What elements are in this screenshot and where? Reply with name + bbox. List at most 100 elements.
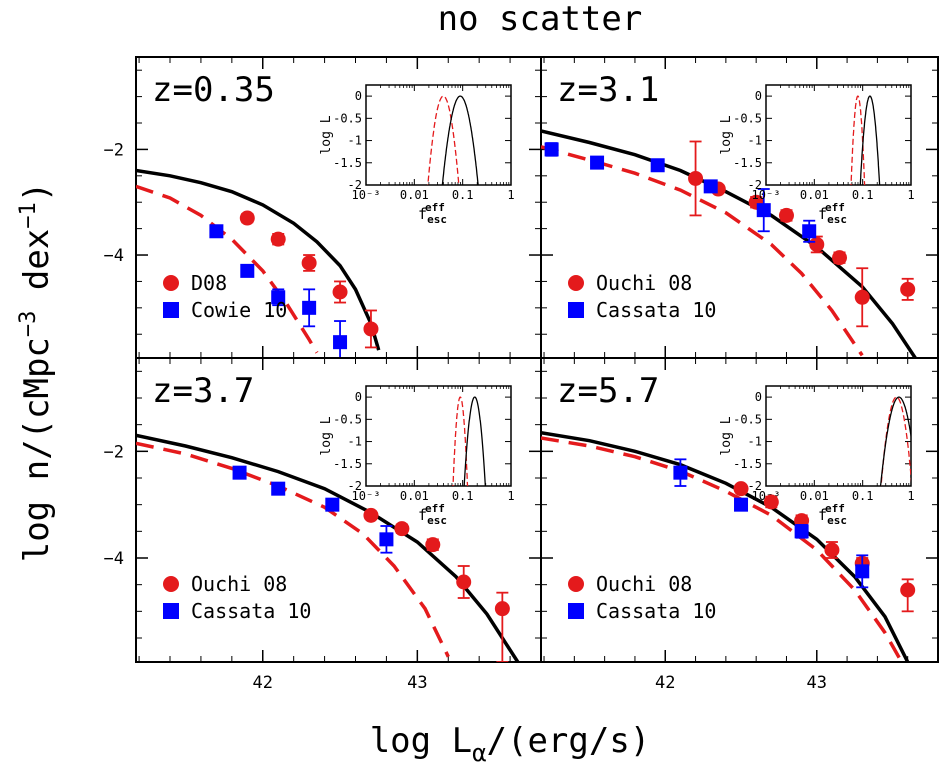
inset-frame — [365, 84, 512, 186]
inset-y-tick-label: -1.5 — [733, 156, 762, 170]
y-tick-label: −2 — [104, 140, 124, 160]
data-point-square — [325, 497, 340, 512]
inset-plot-area — [850, 95, 881, 185]
inset-x-label: fesceff — [818, 201, 847, 226]
data-point-square — [333, 335, 348, 350]
legend-marker-square — [568, 302, 584, 318]
model-curve — [541, 430, 910, 662]
inset-x-label-main: f — [418, 506, 427, 524]
inset: 10⁻³ 0.01 0.1 1 0 -0.5 -1 -1.5 -2 log L fesceff — [319, 84, 515, 226]
inset-y-label: log L — [719, 115, 734, 154]
panel-z-3-7: 42 43 −2 −4 z=3.7 Ouchi 08 Cassata 10 10⁻³ 0.01 0… — [104, 357, 542, 693]
data-point-square — [271, 481, 286, 496]
inset-x-label-main: f — [818, 205, 827, 223]
inset-x-label-sup: eff — [825, 201, 845, 214]
y-tick-label: −2 — [104, 442, 124, 462]
inset-x-label-sub: esc — [427, 213, 447, 226]
x-tick-label: 42 — [253, 673, 273, 693]
y-axis-label-mid: dex — [17, 229, 57, 311]
inset-x-label-sub: esc — [827, 514, 847, 527]
panel-z-0-35: −2 −4 z=0.35 D08 Cowie 10 10⁻³ 0.01 0.1 1 0 -0.5 -1… — [104, 56, 542, 359]
dashed-model-curve — [136, 441, 450, 658]
data-point-square — [209, 224, 224, 239]
inset-x-label-sup: eff — [825, 502, 845, 515]
inset-y-tick-label: 0 — [355, 390, 362, 404]
inset-y-tick-label: -0.5 — [333, 111, 362, 125]
legend-marker-circle — [163, 275, 179, 291]
x-axis-label-tail: /(erg/s) — [487, 721, 651, 761]
dashed-model-curve — [136, 184, 319, 354]
inset-x-label-main: f — [418, 205, 427, 223]
legend-label: Ouchi 08 — [596, 271, 692, 295]
data-point-circle — [832, 250, 848, 266]
inset-y-tick-label: -1 — [748, 435, 762, 449]
data-point-square — [232, 465, 247, 480]
data-point-square — [379, 532, 394, 547]
plot-area — [541, 129, 917, 358]
panel-frame — [540, 357, 939, 663]
data-point-circle — [778, 207, 794, 223]
legend-label: Cassata 10 — [596, 599, 716, 623]
inset-x-tick-label: 10⁻³ — [352, 188, 381, 202]
legend-marker-circle — [568, 576, 584, 592]
x-axis-label-main: log L — [370, 721, 472, 761]
data-point-circle — [494, 601, 510, 617]
data-point-circle — [733, 481, 749, 497]
legend-label: Cassata 10 — [596, 298, 716, 322]
model-curve — [136, 433, 520, 662]
data-point-circle — [763, 494, 779, 510]
inset-x-tick-label: 0.1 — [452, 489, 474, 503]
inset-x-tick-label: 0.1 — [452, 188, 474, 202]
data-point-square — [794, 524, 809, 539]
legend-marker-circle — [568, 275, 584, 291]
inset-y-tick-label: -1 — [348, 435, 362, 449]
inset: 10⁻³ 0.01 0.1 1 0 -0.5 -1 -1.5 -2 log L fesceff — [719, 84, 915, 226]
data-point-square — [544, 142, 559, 157]
data-point-square — [590, 155, 605, 170]
redshift-label: z=3.1 — [557, 70, 659, 110]
inset-frame — [765, 385, 912, 487]
inset-x-label-sup: eff — [425, 502, 445, 515]
inset-x-label-sub: esc — [827, 213, 847, 226]
inset-x-tick-label: 1 — [907, 489, 914, 503]
data-point-circle — [854, 289, 870, 305]
inset-solid-curve — [441, 95, 479, 185]
y-axis-label-main: log n/(cMpc — [17, 337, 57, 562]
data-point-square — [802, 224, 817, 239]
figure-title: no scatter — [438, 0, 643, 39]
inset-plot-area — [427, 95, 479, 185]
inset-x-label-sup: eff — [425, 201, 445, 214]
inset-x-tick-label: 1 — [907, 188, 914, 202]
data-point-circle — [239, 210, 255, 226]
data-point-circle — [301, 255, 317, 271]
inset-y-tick-label: -0.5 — [733, 111, 762, 125]
inset-x-tick-label: 0.01 — [800, 188, 829, 202]
inset-x-tick-label: 0.1 — [852, 188, 874, 202]
legend-marker-circle — [163, 576, 179, 592]
x-tick-label: 42 — [655, 673, 675, 693]
redshift-label: z=0.35 — [152, 70, 275, 110]
inset: 10⁻³ 0.01 0.1 1 0 -0.5 -1 -1.5 -2 log L fesceff — [319, 385, 515, 527]
plot-area — [541, 430, 916, 662]
inset-x-label: fesceff — [418, 502, 447, 527]
data-point-square — [240, 263, 255, 278]
dashed-model-curve — [541, 145, 864, 357]
data-point-circle — [900, 281, 916, 297]
model-curve — [136, 168, 381, 351]
data-point-circle — [332, 284, 348, 300]
data-point-circle — [900, 582, 916, 598]
data-point-square — [302, 300, 317, 315]
data-point-square — [756, 203, 771, 218]
legend-label: Ouchi 08 — [191, 572, 287, 596]
inset-y-tick-label: 0 — [755, 89, 762, 103]
data-point-square — [650, 158, 665, 173]
dashed-model-curve — [541, 436, 902, 661]
inset-x-tick-label: 10⁻³ — [752, 489, 781, 503]
data-point-circle — [809, 236, 825, 252]
inset-y-tick-label: -1.5 — [333, 156, 362, 170]
legend-label: Cowie 10 — [191, 298, 287, 322]
model-curve — [541, 129, 917, 358]
legend-marker-square — [568, 603, 584, 619]
inset-x-label: fesceff — [418, 201, 447, 226]
inset-x-label-sub: esc — [427, 514, 447, 527]
